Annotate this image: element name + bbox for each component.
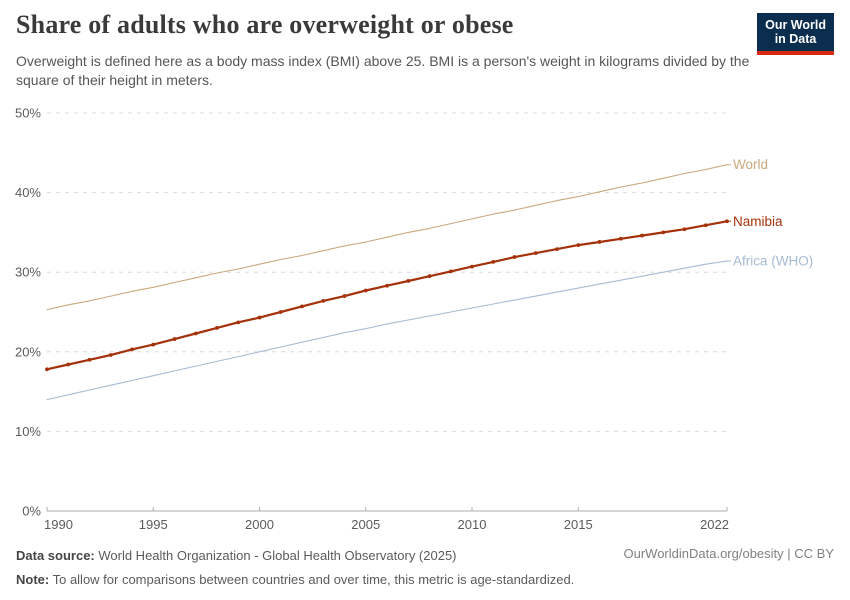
series-line-world[interactable]	[46, 164, 728, 311]
data-point-marker	[661, 230, 666, 235]
data-point-marker	[300, 304, 304, 309]
owid-logo[interactable]: Our World in Data	[757, 13, 834, 55]
note-line: Note: To allow for comparisons between c…	[16, 568, 574, 592]
y-tick-label: 0%	[22, 504, 41, 519]
data-point-marker	[151, 342, 156, 347]
data-point-marker	[236, 320, 241, 325]
series-line-namibia[interactable]	[45, 220, 729, 371]
data-point-marker	[640, 233, 644, 238]
data-point-marker	[448, 269, 453, 274]
y-tick-label: 30%	[15, 265, 41, 280]
data-point-marker	[172, 337, 177, 341]
x-tick-label: 1990	[44, 517, 73, 532]
data-point-marker	[215, 326, 219, 330]
note-label: Note:	[16, 572, 50, 587]
note-text: To allow for comparisons between countri…	[49, 572, 575, 587]
x-tick-label: 2005	[351, 517, 380, 532]
series-end-label-world[interactable]: World	[733, 157, 768, 172]
data-source-line: Data source: World Health Organization -…	[16, 544, 574, 568]
y-tick-label: 20%	[15, 344, 41, 359]
y-tick-label: 50%	[15, 106, 41, 121]
x-tick-label: 2010	[458, 517, 487, 532]
data-source-text: World Health Organization - Global Healt…	[94, 548, 457, 563]
data-point-marker	[66, 362, 71, 367]
data-point-marker	[491, 259, 496, 264]
data-source-label: Data source:	[16, 548, 95, 563]
data-point-marker	[597, 240, 602, 244]
x-tick-label: 2022	[700, 517, 729, 532]
y-tick-label: 10%	[15, 424, 41, 439]
data-point-marker	[555, 247, 559, 252]
credit-link[interactable]: OurWorldinData.org/obesity | CC BY	[623, 546, 835, 561]
data-point-marker	[130, 347, 134, 352]
owid-logo-line2: in Data	[774, 32, 817, 46]
data-point-marker	[363, 288, 368, 293]
data-point-marker	[108, 353, 113, 357]
owid-logo-line1: Our World	[765, 18, 826, 32]
data-point-marker	[470, 264, 474, 269]
data-point-marker	[576, 243, 581, 248]
chart-footer: Data source: World Health Organization -…	[16, 544, 574, 592]
series-line-africa-who-[interactable]	[46, 260, 728, 401]
data-point-marker	[406, 279, 411, 283]
data-point-marker	[321, 298, 326, 303]
data-point-marker	[278, 310, 283, 314]
data-point-marker	[342, 294, 347, 298]
x-tick-label: 2000	[245, 517, 274, 532]
data-point-marker	[533, 251, 538, 255]
chart-subtitle: Overweight is defined here as a body mas…	[16, 53, 750, 88]
data-point-marker	[682, 227, 687, 232]
series-end-label-africa-who-[interactable]: Africa (WHO)	[733, 254, 813, 269]
data-point-marker	[45, 367, 49, 372]
data-point-marker	[618, 236, 623, 241]
data-point-marker	[703, 223, 708, 228]
y-tick-label: 40%	[15, 185, 41, 200]
x-tick-label: 1995	[139, 517, 168, 532]
data-point-marker	[193, 331, 198, 336]
x-tick-label: 2015	[564, 517, 593, 532]
data-point-marker	[512, 255, 517, 259]
page-title: Share of adults who are overweight or ob…	[16, 10, 514, 39]
series-end-label-namibia[interactable]: Namibia	[733, 214, 783, 229]
data-point-marker	[385, 283, 389, 288]
data-point-marker	[257, 315, 262, 320]
data-point-marker	[87, 357, 92, 362]
data-point-marker	[427, 274, 432, 279]
